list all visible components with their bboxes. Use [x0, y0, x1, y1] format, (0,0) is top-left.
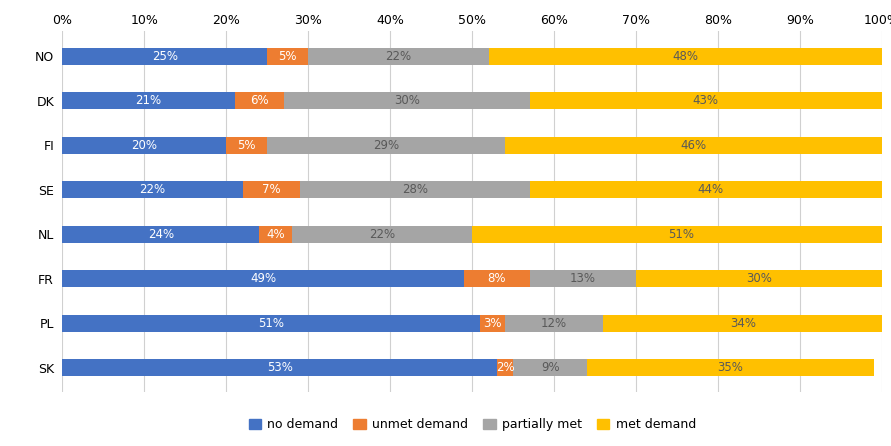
Text: 34%: 34%	[730, 317, 756, 330]
Text: 29%: 29%	[373, 139, 399, 152]
Bar	[234, 92, 283, 109]
Text: 51%: 51%	[668, 227, 694, 240]
Bar	[226, 136, 267, 153]
Text: 3%: 3%	[484, 317, 502, 330]
Text: 21%: 21%	[135, 94, 161, 107]
Text: 13%: 13%	[570, 272, 596, 285]
Text: 6%: 6%	[249, 94, 268, 107]
Bar	[497, 359, 513, 376]
Bar	[529, 181, 890, 198]
Bar	[292, 226, 472, 243]
Bar	[587, 359, 874, 376]
Bar	[505, 136, 882, 153]
Text: 48%: 48%	[673, 50, 699, 62]
Bar	[529, 270, 636, 287]
Text: 28%: 28%	[402, 183, 428, 196]
Text: 2%: 2%	[495, 361, 514, 374]
Text: 44%: 44%	[697, 183, 723, 196]
Bar	[267, 48, 308, 65]
Bar	[636, 270, 882, 287]
Text: 22%: 22%	[140, 183, 166, 196]
Text: 53%: 53%	[266, 361, 292, 374]
Bar	[242, 181, 300, 198]
Text: 22%: 22%	[386, 50, 412, 62]
Text: 46%: 46%	[681, 139, 707, 152]
Bar	[62, 48, 267, 65]
Text: 30%: 30%	[746, 272, 772, 285]
Bar	[529, 92, 882, 109]
Bar	[62, 92, 234, 109]
Bar	[488, 48, 882, 65]
Bar	[464, 270, 529, 287]
Text: 7%: 7%	[262, 183, 281, 196]
Text: 22%: 22%	[369, 227, 395, 240]
Text: 4%: 4%	[266, 227, 285, 240]
Text: 5%: 5%	[279, 50, 297, 62]
Bar	[62, 270, 464, 287]
Bar	[62, 181, 242, 198]
Bar	[472, 226, 890, 243]
Text: 8%: 8%	[487, 272, 506, 285]
Bar	[300, 181, 529, 198]
Bar	[62, 314, 480, 331]
Text: 9%: 9%	[541, 361, 560, 374]
Bar	[603, 314, 882, 331]
Bar	[480, 314, 505, 331]
Text: 49%: 49%	[250, 272, 276, 285]
Text: 5%: 5%	[238, 139, 256, 152]
Bar	[62, 359, 497, 376]
Text: 35%: 35%	[717, 361, 743, 374]
Bar	[62, 226, 259, 243]
Legend: no demand, unmet demand, partially met, met demand: no demand, unmet demand, partially met, …	[243, 413, 701, 436]
Bar	[259, 226, 292, 243]
Bar	[308, 48, 488, 65]
Text: 43%: 43%	[693, 94, 719, 107]
Text: 25%: 25%	[151, 50, 178, 62]
Text: 24%: 24%	[148, 227, 174, 240]
Bar	[283, 92, 529, 109]
Text: 30%: 30%	[394, 94, 420, 107]
Bar	[513, 359, 587, 376]
Text: 20%: 20%	[131, 139, 158, 152]
Bar	[62, 136, 226, 153]
Text: 51%: 51%	[258, 317, 284, 330]
Text: 12%: 12%	[541, 317, 568, 330]
Bar	[505, 314, 603, 331]
Bar	[267, 136, 505, 153]
